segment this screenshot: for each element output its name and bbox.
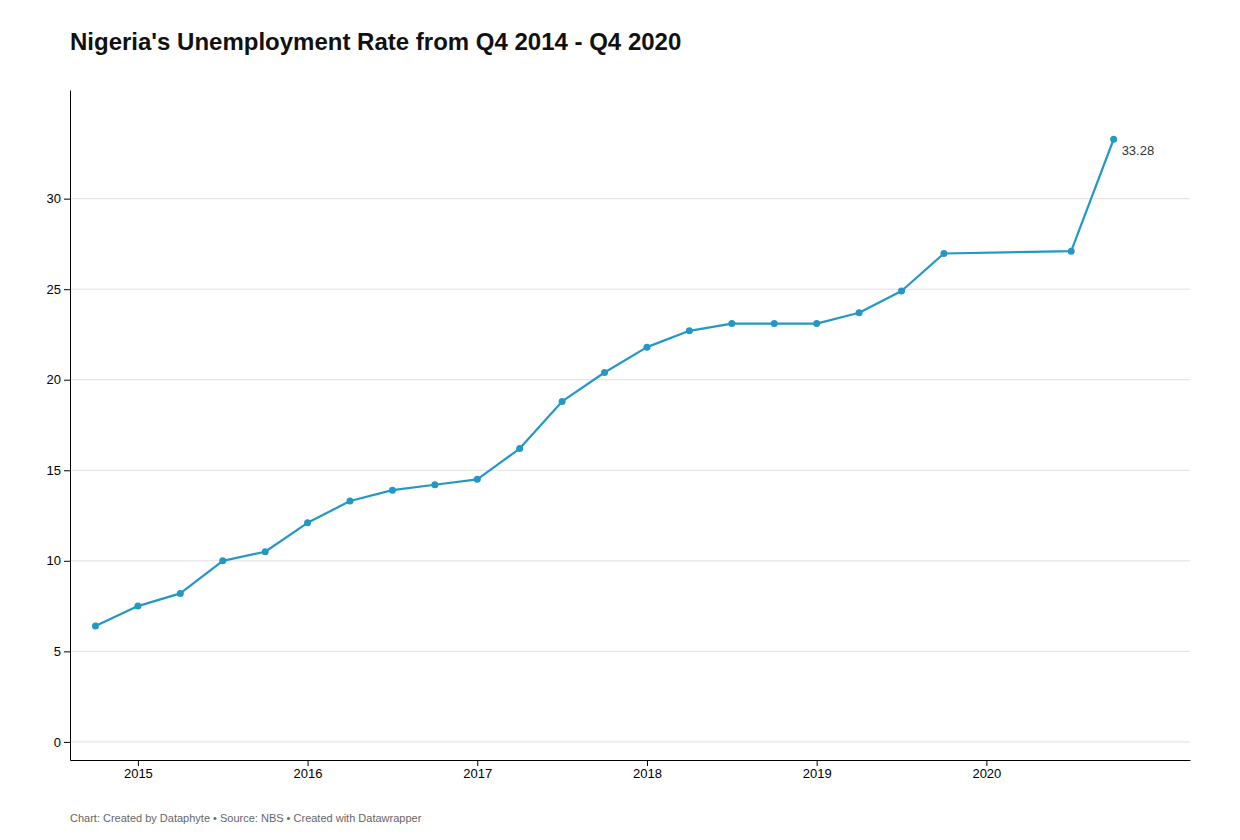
tick: 2017: [463, 760, 492, 781]
tick-label: 25: [47, 282, 61, 297]
point: [389, 487, 396, 494]
point: [134, 603, 141, 610]
point: [177, 590, 184, 597]
grid-line: [70, 289, 1190, 290]
point: [728, 320, 735, 327]
tick: 2018: [633, 760, 662, 781]
point: [856, 309, 863, 316]
x-axis: 2015 2016 2017 2018 2019 2020: [71, 760, 1191, 781]
point: [92, 623, 99, 630]
tick-label: 10: [47, 553, 61, 568]
tick: 20: [47, 372, 70, 387]
tick-label: 15: [47, 463, 61, 478]
tick-mark: [308, 760, 309, 766]
y-axis: 0 5 10 15 20 25 30: [47, 91, 71, 761]
tick-mark: [64, 651, 70, 652]
tick-mark: [986, 760, 987, 766]
tick: 10: [47, 553, 70, 568]
tick: 2020: [972, 760, 1001, 781]
point: [898, 288, 905, 295]
point: [516, 445, 523, 452]
tick: 2015: [124, 760, 153, 781]
tick-label: 2015: [124, 766, 153, 781]
tick-label: 5: [54, 644, 61, 659]
grid-line: [70, 651, 1190, 652]
chart: 2015 2016 2017 2018 2019 2020 0 5 10 15 20 25 30 33.2…: [0, 0, 1240, 840]
point: [643, 344, 650, 351]
point: [771, 320, 778, 327]
tick-label: 20: [47, 372, 61, 387]
tick-label: 2018: [633, 766, 662, 781]
annotation: 33.28: [1122, 143, 1155, 158]
tick-mark: [647, 760, 648, 766]
tick: 25: [47, 282, 70, 297]
tick: 2019: [803, 760, 832, 781]
tick: 0: [54, 735, 70, 750]
point: [940, 250, 947, 257]
tick-mark: [138, 760, 139, 766]
tick-mark: [64, 470, 70, 471]
grid-line: [70, 470, 1190, 471]
grid-line: [70, 741, 1190, 742]
axis-line: [71, 760, 1191, 761]
tick-label: 2016: [294, 766, 323, 781]
axis-line: [70, 91, 71, 761]
tick-mark: [64, 561, 70, 562]
tick-mark: [817, 760, 818, 766]
plot: 2015 2016 2017 2018 2019 2020 0 5 10 15 20 25 30 33.2…: [47, 91, 1191, 782]
tick: 2016: [294, 760, 323, 781]
point: [262, 548, 269, 555]
point: [1068, 248, 1075, 255]
tick-label: 2017: [463, 766, 492, 781]
point: [347, 498, 354, 505]
marks: [92, 136, 1117, 630]
tick-mark: [477, 760, 478, 766]
tick-mark: [64, 742, 70, 743]
grid-line: [70, 560, 1190, 561]
point: [1110, 136, 1117, 143]
grid-line: [70, 198, 1190, 199]
point: [474, 476, 481, 483]
point: [559, 398, 566, 405]
tick: 5: [54, 644, 70, 659]
tick: 30: [47, 191, 70, 206]
point: [686, 327, 693, 334]
tick-label: 30: [47, 191, 61, 206]
tick-label: 2019: [803, 766, 832, 781]
point: [813, 320, 820, 327]
tick-mark: [64, 380, 70, 381]
tick-mark: [64, 289, 70, 290]
grid: [70, 199, 1190, 742]
point: [304, 519, 311, 526]
tick-label: 0: [54, 735, 61, 750]
point: [431, 481, 438, 488]
line: [95, 139, 1113, 626]
tick-mark: [64, 199, 70, 200]
point: [601, 369, 608, 376]
tick: 15: [47, 463, 70, 478]
point: [219, 557, 226, 564]
title: Nigeria's Unemployment Rate from Q4 2014…: [70, 28, 681, 55]
caption: Chart: Created by Dataphyte • Source: NB…: [70, 812, 422, 824]
tick-label: 2020: [972, 766, 1001, 781]
grid-line: [70, 379, 1190, 380]
